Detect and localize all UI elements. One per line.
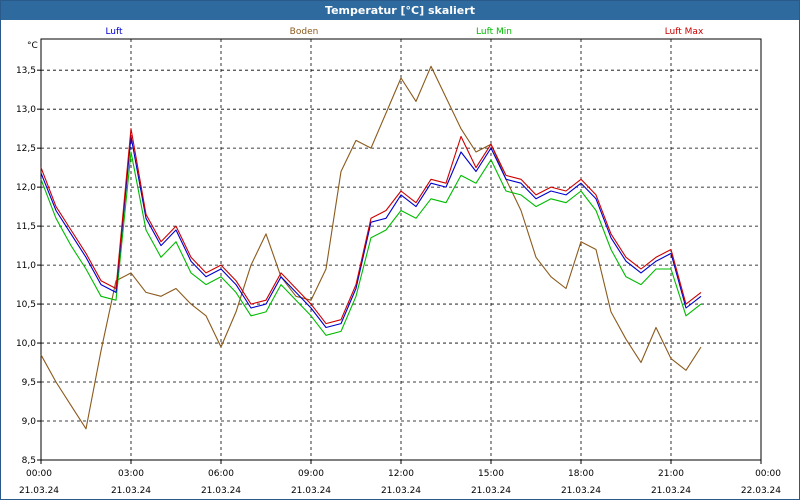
x-tick-time: 12:00 xyxy=(388,469,414,479)
x-tick-time: 03:00 xyxy=(118,469,144,479)
y-tick-label: 12,5 xyxy=(16,144,36,154)
x-tick-time: 21:00 xyxy=(658,469,684,479)
y-tick-label: 9,0 xyxy=(22,417,37,427)
series-line-luft-min xyxy=(40,151,702,336)
x-tick-date: 21.03.24 xyxy=(19,486,59,496)
legend-entry: Luft Min xyxy=(476,27,512,37)
legend: Luft Boden Luft Min Luft Max xyxy=(105,27,704,37)
y-axis-ticks: 8,5 9,0 9,5 10,0 10,5 11,0 11,5 12,0 12,5 13,0 13,… xyxy=(16,66,41,466)
x-tick-time: 09:00 xyxy=(298,469,324,479)
y-axis-unit: °C xyxy=(27,41,38,51)
x-tick-date: 21.03.24 xyxy=(561,486,601,496)
y-tick-label: 8,5 xyxy=(22,456,36,466)
x-tick-time: 06:00 xyxy=(208,469,234,479)
y-tick-label: 13,0 xyxy=(16,105,36,115)
x-tick-time: 00:00 xyxy=(26,469,52,479)
x-tick-date: 21.03.24 xyxy=(201,486,241,496)
y-tick-label: 10,5 xyxy=(16,300,36,310)
y-tick-label: 12,0 xyxy=(16,183,36,193)
x-tick-date: 21.03.24 xyxy=(291,486,331,496)
series-lines xyxy=(40,65,702,430)
x-tick-date: 21.03.24 xyxy=(381,486,421,496)
y-tick-label: 11,0 xyxy=(16,261,36,271)
legend-entry: Boden xyxy=(290,27,319,37)
x-tick-time: 00:00 xyxy=(755,469,781,479)
x-axis-ticks: 00:00 21.03.24 03:00 21.03.24 06:00 21.03.24 0… xyxy=(19,460,781,496)
series-line-luft-max xyxy=(40,128,702,325)
grid xyxy=(40,38,762,461)
y-tick-label: 9,5 xyxy=(22,378,36,388)
x-tick-date: 21.03.24 xyxy=(651,486,691,496)
y-tick-label: 10,0 xyxy=(16,339,36,349)
x-tick-date: 21.03.24 xyxy=(111,486,151,496)
y-tick-label: 13,5 xyxy=(16,66,36,76)
y-tick-label: 11,5 xyxy=(16,222,36,232)
window-title: Temperatur [°C] skaliert xyxy=(1,1,799,20)
x-tick-date: 22.03.24 xyxy=(741,486,781,496)
series-line-boden xyxy=(40,65,702,430)
series-line-luft xyxy=(40,135,702,329)
x-tick-time: 15:00 xyxy=(478,469,504,479)
legend-entry: Luft Max xyxy=(665,27,704,37)
x-tick-time: 18:00 xyxy=(568,469,594,479)
legend-entry: Luft xyxy=(105,27,123,37)
x-tick-date: 21.03.24 xyxy=(471,486,511,496)
